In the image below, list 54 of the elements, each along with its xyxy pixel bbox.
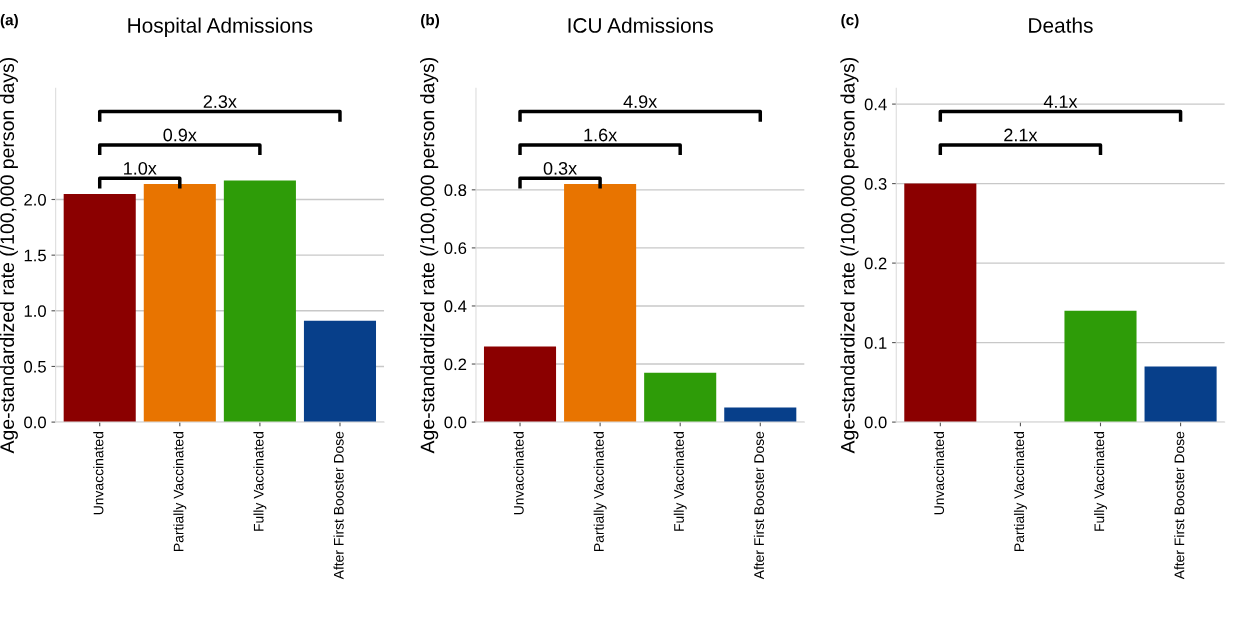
bar: [223, 180, 296, 423]
bar: [644, 372, 717, 423]
y-tick-label: 0.2: [864, 257, 887, 270]
y-tick-label: 1.5: [24, 249, 46, 262]
y-tick-label: 0.3: [864, 178, 887, 190]
annotation: 4.9x: [623, 95, 658, 108]
bar: [1144, 366, 1217, 423]
chart-title: Hospital Admissions: [128, 17, 313, 37]
annotation: 4.1x: [1043, 95, 1078, 108]
y-axis-title: Age-standardized rate (/100,000 person days): [420, 57, 439, 454]
x-tick-label: Partially Vaccinated: [593, 432, 607, 551]
x-tick-label: Fully Vaccinated: [253, 432, 267, 531]
y-tick-label: 0.4: [444, 300, 467, 313]
text: (c): [841, 14, 859, 29]
x-tick-label: Fully Vaccinated: [1094, 432, 1107, 531]
bar: [1064, 310, 1137, 423]
chart-title: ICU Admissions: [568, 17, 713, 33]
bar: [143, 183, 216, 423]
x-tick-label: Fully Vaccinated: [673, 432, 687, 531]
annotation: 2.1x: [1004, 128, 1038, 142]
y-axis-title: Age-standardized rate (/100,000 person days): [0, 57, 18, 454]
y-tick-label: 0.0: [444, 416, 467, 429]
y-tick-label: 0.8: [444, 184, 467, 197]
x-tick-label: Unvaccinated: [93, 432, 104, 515]
x-tick-label: Unvaccinated: [513, 432, 524, 515]
x-tick-label: Partially Vaccinated: [1013, 432, 1027, 551]
text: (a): [0, 14, 18, 29]
bar: [483, 346, 557, 423]
y-tick-label: 0.1: [864, 337, 887, 349]
annotation: 1.0x: [124, 162, 157, 175]
y-tick-label: 2.0: [24, 193, 46, 206]
y-axis-title: Age-standardized rate (/100,000 person days): [840, 57, 859, 454]
bar: [303, 320, 377, 423]
y-tick-label: 0.4: [864, 98, 887, 111]
chart-title: Deaths: [1029, 17, 1093, 33]
text: (b): [421, 14, 440, 29]
y-tick-label: 0.5: [24, 360, 46, 373]
annotation: 0.3x: [543, 162, 577, 175]
x-tick-label: Partially Vaccinated: [173, 432, 187, 551]
y-tick-label: 0.6: [444, 242, 467, 255]
y-tick-label: 0.0: [24, 416, 46, 429]
x-tick-label: After First Booster Dose: [753, 431, 765, 580]
bar: [564, 184, 637, 423]
x-tick-label: After First Booster Dose: [1174, 431, 1185, 580]
annotation: 2.3x: [203, 95, 237, 108]
bar: [63, 193, 136, 423]
bar: [904, 183, 977, 423]
y-tick-label: 1.0: [24, 305, 46, 317]
x-tick-label: Unvaccinated: [933, 432, 945, 515]
annotation: 1.6x: [584, 128, 617, 142]
x-tick-label: After First Booster Dose: [333, 431, 344, 580]
annotation: 0.9x: [163, 128, 197, 142]
y-tick-label: 0.2: [444, 358, 467, 371]
y-tick-label: 0.0: [864, 416, 887, 429]
